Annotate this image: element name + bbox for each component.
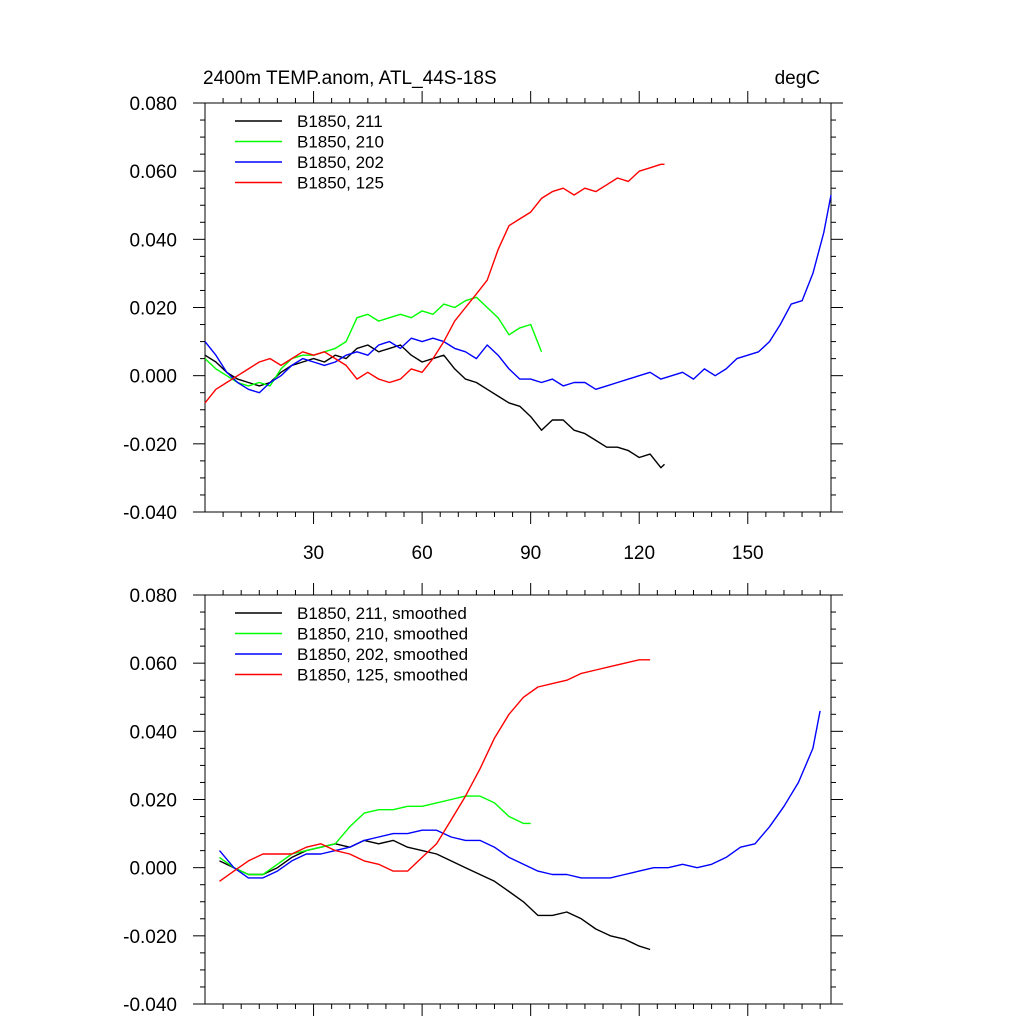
y-tick-label: 0.080 xyxy=(129,586,177,607)
chart-units: degC xyxy=(775,68,820,89)
legend-label-1: B1850, 210 xyxy=(297,133,384,152)
y-tick-label: -0.040 xyxy=(123,503,177,524)
legend-bottom: B1850, 211, smoothed B1850, 210, smoothed… xyxy=(235,604,468,685)
series-line-3 xyxy=(204,163,665,404)
series-line-3 xyxy=(219,659,651,882)
legend-label-2: B1850, 202 xyxy=(297,153,384,172)
y-tick-label: 0.040 xyxy=(129,722,177,743)
axis-ticks-top xyxy=(193,91,843,524)
y-tick-label: 0.000 xyxy=(129,859,177,880)
series-line-1 xyxy=(204,296,543,387)
chart-panel-top: 2400m TEMP.anom, ATL_44S-18S degC 0.0800… xyxy=(123,68,843,564)
series-line-2 xyxy=(204,194,832,394)
y-tick-label: 0.000 xyxy=(129,367,177,388)
legend-label-1: B1850, 210, smoothed xyxy=(297,625,468,644)
y-tick-label: 0.080 xyxy=(129,94,177,115)
y-tick-label: -0.020 xyxy=(123,927,177,948)
y-axis-labels-bottom: 0.080 0.060 0.040 0.020 0.000 -0.020 -0.040 xyxy=(123,586,177,1016)
y-tick-label: 0.060 xyxy=(129,162,177,183)
y-tick-label: 0.060 xyxy=(129,654,177,675)
series-line-1 xyxy=(219,795,531,876)
x-tick-label: 90 xyxy=(520,543,541,564)
series-line-0 xyxy=(204,344,665,469)
y-axis-labels-top: 0.080 0.060 0.040 0.020 0.000 -0.020 -0.040 xyxy=(123,94,177,524)
chart-panel-bottom: 0.080 0.060 0.040 0.020 0.000 -0.020 -0.040 B1… xyxy=(123,583,843,1016)
legend-label-2: B1850, 202, smoothed xyxy=(297,645,468,664)
y-tick-label: -0.040 xyxy=(123,995,177,1016)
y-tick-label: -0.020 xyxy=(123,435,177,456)
y-tick-label: 0.020 xyxy=(129,299,177,320)
legend-label-3: B1850, 125 xyxy=(297,174,384,193)
x-axis-labels-top: 30 60 90 120 150 xyxy=(303,543,764,564)
x-tick-label: 60 xyxy=(412,543,433,564)
series-lines-top xyxy=(204,163,832,469)
x-tick-label: 30 xyxy=(303,543,324,564)
legend-label-0: B1850, 211, smoothed xyxy=(297,604,467,623)
chart-title: 2400m TEMP.anom, ATL_44S-18S xyxy=(203,68,497,89)
y-tick-label: 0.040 xyxy=(129,230,177,251)
x-tick-label: 120 xyxy=(623,543,655,564)
series-line-2 xyxy=(218,710,821,879)
y-tick-label: 0.020 xyxy=(129,791,177,812)
series-lines-bottom xyxy=(218,659,821,951)
legend-label-3: B1850, 125, smoothed xyxy=(297,666,468,685)
series-line-0 xyxy=(219,839,651,951)
axis-ticks-bottom xyxy=(193,583,843,1016)
x-tick-label: 150 xyxy=(732,543,764,564)
legend-label-0: B1850, 211 xyxy=(297,112,383,131)
